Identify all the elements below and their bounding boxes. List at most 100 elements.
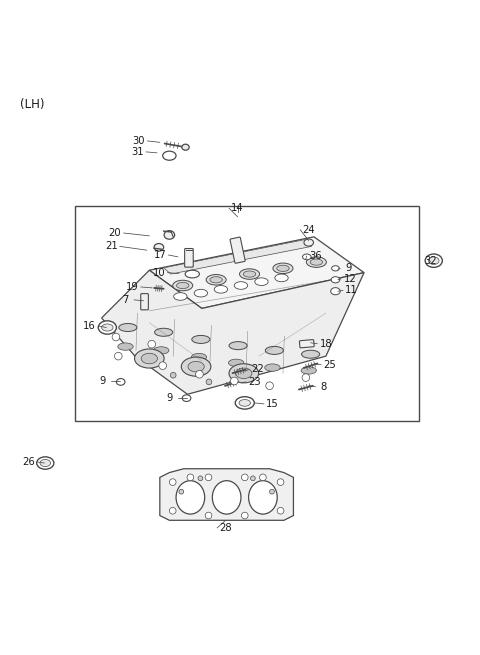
- Text: 30: 30: [132, 136, 145, 146]
- Ellipse shape: [331, 276, 340, 283]
- Ellipse shape: [229, 364, 259, 383]
- Circle shape: [270, 489, 275, 494]
- Text: 21: 21: [105, 242, 118, 252]
- Circle shape: [251, 476, 255, 481]
- Ellipse shape: [191, 354, 207, 361]
- Ellipse shape: [255, 278, 268, 286]
- Polygon shape: [102, 271, 364, 394]
- Circle shape: [112, 333, 120, 341]
- Ellipse shape: [306, 257, 326, 267]
- Ellipse shape: [36, 457, 54, 469]
- Circle shape: [241, 474, 248, 481]
- FancyBboxPatch shape: [300, 339, 314, 348]
- Circle shape: [169, 508, 176, 514]
- Text: 25: 25: [324, 360, 336, 369]
- Ellipse shape: [98, 321, 116, 334]
- Ellipse shape: [182, 144, 189, 150]
- Text: 20: 20: [108, 228, 121, 238]
- Ellipse shape: [310, 259, 323, 265]
- Ellipse shape: [141, 353, 157, 364]
- Ellipse shape: [273, 263, 293, 274]
- Text: 9: 9: [166, 393, 172, 403]
- Circle shape: [277, 479, 284, 485]
- Circle shape: [169, 479, 176, 485]
- Text: 22: 22: [251, 364, 264, 375]
- Ellipse shape: [154, 346, 169, 354]
- Text: 8: 8: [321, 382, 327, 392]
- Circle shape: [159, 362, 167, 369]
- Ellipse shape: [173, 280, 193, 291]
- Ellipse shape: [265, 364, 280, 371]
- Circle shape: [230, 377, 238, 384]
- Ellipse shape: [235, 397, 254, 409]
- Ellipse shape: [425, 254, 443, 267]
- Ellipse shape: [236, 368, 252, 379]
- Text: 36: 36: [309, 251, 322, 261]
- Ellipse shape: [192, 335, 210, 343]
- Text: 18: 18: [320, 339, 332, 348]
- Ellipse shape: [243, 271, 256, 277]
- Ellipse shape: [163, 151, 176, 160]
- Ellipse shape: [102, 324, 113, 331]
- Ellipse shape: [185, 271, 199, 278]
- Text: 7: 7: [122, 295, 129, 305]
- Ellipse shape: [234, 282, 248, 290]
- Text: 19: 19: [126, 282, 139, 292]
- Text: 17: 17: [154, 250, 166, 260]
- Ellipse shape: [134, 349, 164, 368]
- Ellipse shape: [214, 286, 228, 293]
- Ellipse shape: [154, 244, 164, 251]
- Ellipse shape: [429, 257, 439, 265]
- Circle shape: [187, 474, 194, 481]
- Circle shape: [241, 512, 248, 519]
- Ellipse shape: [331, 288, 340, 295]
- FancyBboxPatch shape: [230, 237, 245, 263]
- Circle shape: [277, 508, 284, 514]
- Circle shape: [205, 512, 212, 519]
- Text: 23: 23: [248, 377, 261, 387]
- Ellipse shape: [116, 379, 125, 385]
- Ellipse shape: [240, 269, 260, 279]
- Text: 14: 14: [231, 203, 244, 213]
- Bar: [75, 206, 419, 421]
- Ellipse shape: [194, 290, 207, 297]
- Text: 9: 9: [99, 376, 106, 386]
- Circle shape: [198, 476, 203, 481]
- Circle shape: [170, 372, 176, 378]
- Ellipse shape: [229, 342, 247, 350]
- Ellipse shape: [40, 459, 50, 466]
- Ellipse shape: [301, 350, 320, 358]
- Circle shape: [205, 474, 212, 481]
- FancyBboxPatch shape: [185, 248, 193, 267]
- Ellipse shape: [239, 400, 251, 406]
- Circle shape: [266, 382, 274, 390]
- Polygon shape: [160, 469, 293, 520]
- Ellipse shape: [118, 343, 133, 350]
- Circle shape: [206, 379, 212, 384]
- Text: 24: 24: [302, 225, 315, 234]
- Ellipse shape: [212, 481, 241, 514]
- Ellipse shape: [277, 265, 289, 271]
- Text: 32: 32: [425, 255, 437, 266]
- Ellipse shape: [275, 274, 288, 282]
- Ellipse shape: [301, 367, 316, 374]
- FancyBboxPatch shape: [141, 293, 148, 310]
- Ellipse shape: [265, 346, 283, 354]
- Ellipse shape: [177, 282, 189, 289]
- Ellipse shape: [332, 266, 339, 271]
- Text: 26: 26: [23, 457, 36, 467]
- Ellipse shape: [188, 362, 204, 372]
- Ellipse shape: [249, 481, 277, 514]
- Circle shape: [196, 371, 203, 378]
- Text: 9: 9: [346, 263, 352, 273]
- Ellipse shape: [182, 395, 191, 402]
- Ellipse shape: [174, 293, 187, 300]
- Ellipse shape: [228, 359, 244, 367]
- Polygon shape: [149, 237, 364, 309]
- Text: 12: 12: [343, 274, 356, 284]
- Ellipse shape: [176, 481, 204, 514]
- Ellipse shape: [155, 328, 173, 336]
- Circle shape: [179, 489, 184, 494]
- Text: 11: 11: [345, 286, 358, 295]
- Ellipse shape: [304, 239, 313, 246]
